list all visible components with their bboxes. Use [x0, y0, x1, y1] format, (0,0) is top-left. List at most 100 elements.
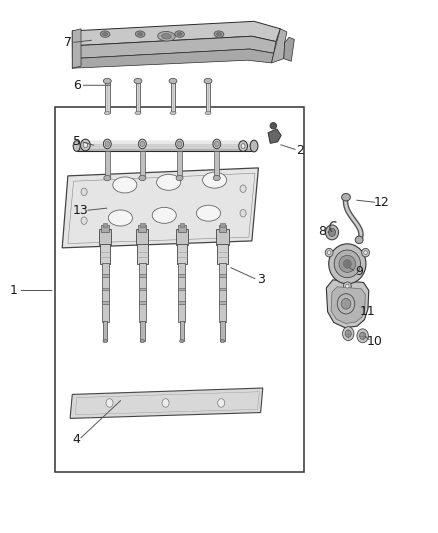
Ellipse shape [108, 210, 132, 226]
Circle shape [240, 209, 246, 217]
Ellipse shape [202, 172, 227, 188]
Ellipse shape [73, 141, 80, 151]
Ellipse shape [343, 260, 351, 268]
Ellipse shape [217, 33, 221, 36]
Ellipse shape [205, 111, 211, 115]
Ellipse shape [103, 139, 111, 149]
Ellipse shape [176, 175, 183, 181]
Bar [140, 321, 145, 341]
Bar [105, 151, 110, 178]
Bar [139, 263, 146, 322]
Text: 1: 1 [10, 284, 18, 297]
Text: 3: 3 [257, 273, 265, 286]
Bar [103, 223, 107, 227]
Ellipse shape [334, 250, 360, 278]
Bar [102, 263, 109, 322]
Bar [219, 301, 226, 304]
Bar [178, 263, 185, 322]
Ellipse shape [220, 340, 225, 343]
Ellipse shape [196, 205, 220, 221]
Bar [136, 82, 140, 113]
Ellipse shape [104, 175, 111, 181]
Bar [102, 274, 109, 277]
Ellipse shape [81, 139, 90, 151]
Ellipse shape [139, 175, 146, 181]
Ellipse shape [177, 141, 182, 147]
Polygon shape [72, 49, 274, 68]
Ellipse shape [105, 141, 110, 147]
Circle shape [81, 188, 87, 196]
Ellipse shape [177, 33, 182, 36]
Bar [77, 141, 254, 151]
Bar [138, 225, 146, 232]
Bar [216, 229, 229, 245]
Ellipse shape [135, 31, 145, 37]
Bar [180, 321, 184, 341]
Bar [178, 225, 186, 232]
Bar [140, 223, 145, 227]
Text: 4: 4 [73, 433, 81, 446]
Bar [102, 288, 109, 290]
Polygon shape [72, 29, 81, 68]
Bar [55, 107, 304, 472]
Bar [100, 244, 110, 264]
Bar [206, 82, 210, 113]
Ellipse shape [103, 33, 107, 36]
Ellipse shape [138, 139, 146, 149]
Ellipse shape [169, 78, 177, 84]
Bar [214, 151, 219, 178]
Bar [178, 301, 185, 304]
Polygon shape [268, 129, 281, 143]
Text: 13: 13 [73, 204, 89, 217]
Text: 12: 12 [373, 196, 389, 209]
Circle shape [240, 185, 246, 192]
Text: 5: 5 [73, 135, 81, 148]
Polygon shape [326, 280, 369, 328]
Ellipse shape [270, 123, 277, 129]
Bar [219, 225, 226, 232]
Ellipse shape [339, 255, 356, 272]
Ellipse shape [215, 141, 219, 147]
Polygon shape [70, 388, 263, 418]
Bar [136, 229, 148, 245]
Bar [220, 223, 225, 227]
Circle shape [162, 399, 169, 407]
Circle shape [345, 330, 351, 337]
Ellipse shape [362, 248, 370, 257]
Circle shape [106, 399, 113, 407]
Bar [140, 151, 145, 178]
Ellipse shape [204, 78, 212, 84]
Ellipse shape [214, 31, 224, 37]
Ellipse shape [239, 141, 247, 151]
Polygon shape [284, 37, 294, 61]
Bar [219, 288, 226, 290]
Bar [217, 244, 228, 264]
Ellipse shape [140, 340, 145, 343]
Text: 6: 6 [73, 79, 81, 92]
Ellipse shape [140, 141, 145, 147]
Ellipse shape [355, 236, 363, 244]
Ellipse shape [100, 31, 110, 37]
Bar [171, 82, 175, 113]
Ellipse shape [138, 33, 142, 36]
Text: 2: 2 [296, 144, 304, 157]
Bar [219, 274, 226, 277]
Bar [105, 82, 110, 113]
Ellipse shape [175, 31, 184, 37]
Ellipse shape [346, 285, 349, 288]
Ellipse shape [250, 140, 258, 152]
Polygon shape [272, 29, 287, 63]
Bar [139, 288, 146, 290]
Circle shape [360, 332, 366, 340]
Ellipse shape [327, 251, 331, 255]
Text: 11: 11 [360, 305, 376, 318]
Ellipse shape [328, 229, 336, 237]
Circle shape [81, 217, 87, 224]
Bar [178, 274, 185, 277]
Ellipse shape [325, 225, 339, 240]
Ellipse shape [241, 144, 245, 149]
Text: 9: 9 [355, 265, 363, 278]
Polygon shape [331, 287, 365, 324]
Text: 7: 7 [64, 36, 72, 49]
Bar [103, 321, 107, 341]
